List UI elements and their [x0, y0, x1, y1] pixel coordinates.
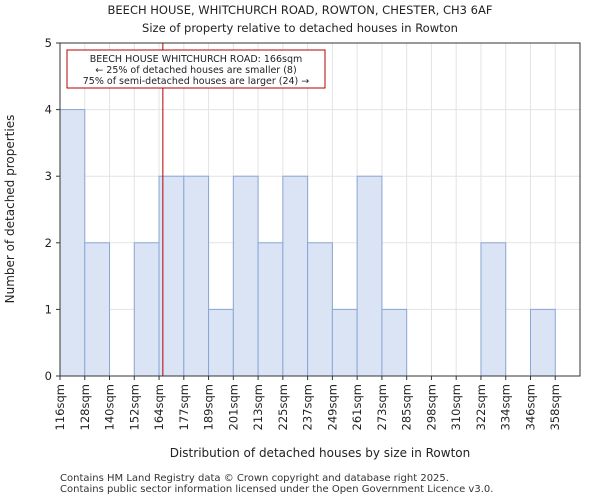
x-tick-label-10: 237sqm [301, 384, 315, 430]
y-tick-label-1: 1 [45, 302, 52, 316]
annotation-box: BEECH HOUSE WHITCHURCH ROAD: 166sqm ← 25… [66, 49, 326, 89]
bar-322sqm [480, 242, 507, 377]
x-tick-label-6: 189sqm [202, 384, 216, 430]
footer-line-2: Contains public sector information licen… [60, 484, 494, 495]
annotation-frame [66, 49, 326, 89]
y-tick-label-3: 3 [45, 169, 52, 183]
y-tick-label-2: 2 [45, 236, 52, 250]
bar-213sqm [257, 242, 284, 377]
x-tick-label-18: 334sqm [499, 384, 513, 430]
y-axis-label: Number of detached properties [3, 115, 17, 304]
footer-line-1: Contains HM Land Registry data © Crown c… [60, 473, 449, 484]
bar-177sqm [183, 175, 210, 377]
x-tick-label-13: 273sqm [375, 384, 389, 430]
bar-128sqm [84, 242, 111, 377]
x-tick-label-14: 285sqm [400, 384, 414, 430]
x-tick-label-4: 164sqm [152, 384, 166, 430]
chart-title: BEECH HOUSE, WHITCHURCH ROAD, ROWTON, CH… [108, 3, 493, 17]
y-tick-label-4: 4 [45, 103, 52, 117]
annotation-line-1: BEECH HOUSE WHITCHURCH ROAD: 166sqm [90, 54, 303, 65]
x-tick-label-11: 249sqm [325, 384, 339, 430]
bar-237sqm [307, 242, 333, 377]
annotation-line-2: ← 25% of detached houses are smaller (8) [95, 65, 296, 76]
x-axis-label: Distribution of detached houses by size … [170, 446, 471, 460]
bar-273sqm [381, 308, 408, 377]
x-tick-label-7: 201sqm [226, 384, 240, 430]
bar-249sqm [331, 308, 358, 377]
y-tick-label-0: 0 [45, 369, 52, 383]
x-tick-label-3: 152sqm [127, 384, 141, 430]
x-tick-label-19: 346sqm [523, 384, 537, 430]
x-tick-label-2: 140sqm [103, 384, 117, 430]
bar-261sqm [356, 175, 383, 377]
x-tick-label-5: 177sqm [177, 384, 191, 430]
x-tick-label-17: 322sqm [474, 384, 488, 430]
chart-subtitle: Size of property relative to detached ho… [142, 21, 458, 35]
bar-225sqm [282, 175, 309, 377]
x-tick-label-12: 261sqm [350, 384, 364, 430]
x-axis-ticks: 116sqm 128sqm 140sqm 152sqm 164sqm 177sqm 189s… [53, 376, 562, 430]
bar-346sqm [529, 308, 556, 377]
x-tick-label-8: 213sqm [251, 384, 265, 430]
bar-152sqm [133, 242, 160, 377]
y-axis-ticks: 0 1 2 3 4 5 [45, 36, 60, 383]
annotation-line-3: 75% of semi-detached houses are larger (… [83, 76, 310, 87]
plot-frame [59, 42, 581, 377]
y-tick-label-5: 5 [45, 36, 52, 50]
x-tick-label-15: 298sqm [424, 384, 438, 430]
x-tick-label-0: 116sqm [53, 384, 67, 430]
bar-116sqm [59, 109, 86, 377]
x-tick-label-1: 128sqm [78, 384, 92, 430]
x-tick-label-16: 310sqm [449, 384, 463, 430]
bar-189sqm [208, 308, 234, 377]
x-tick-label-20: 358sqm [548, 384, 562, 430]
x-tick-label-9: 225sqm [276, 384, 290, 430]
bar-201sqm [232, 175, 259, 377]
